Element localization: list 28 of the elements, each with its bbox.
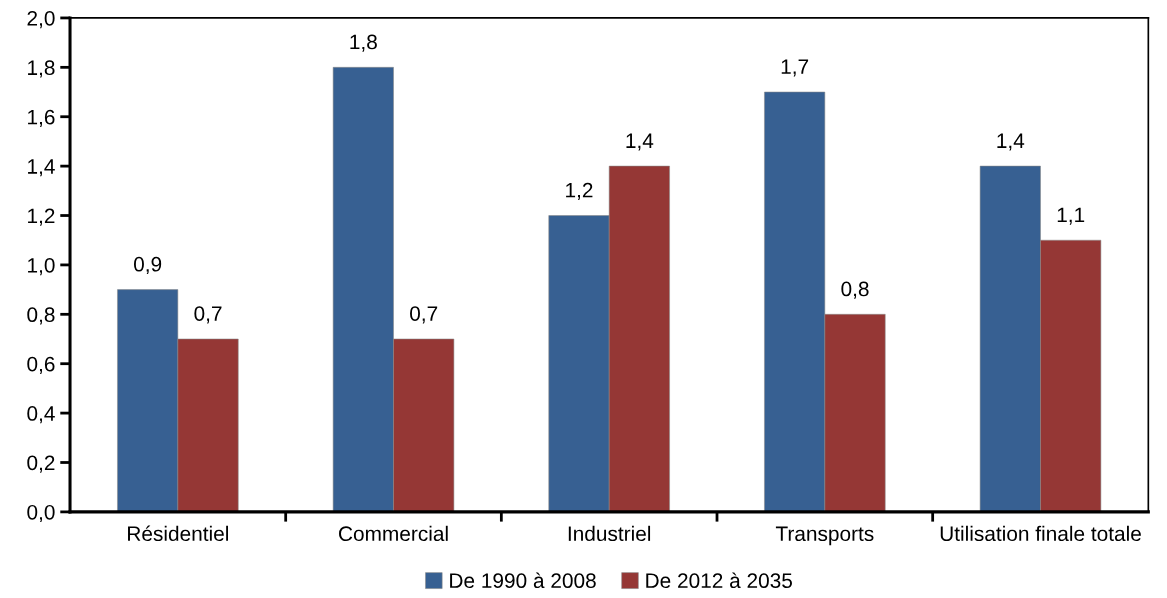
y-tick-label: 0,8 <box>27 307 55 325</box>
x-tick-label: Utilisation finale totale <box>940 525 1141 542</box>
y-tick-label: 2,0 <box>27 10 55 29</box>
x-tick-label: Résidentiel <box>128 525 228 542</box>
data-label: 0,7 <box>194 306 222 324</box>
data-label: 0,9 <box>133 256 162 275</box>
data-label: 0,7 <box>410 306 438 324</box>
x-tick-label: Industriel <box>568 525 651 542</box>
data-label: 1,4 <box>626 133 654 151</box>
x-tick-label: Transports <box>775 526 874 546</box>
y-tick-label: 0,6 <box>27 356 55 374</box>
y-tick-label: 1,6 <box>28 109 55 127</box>
x-tick-label: Commercial <box>339 525 448 542</box>
legend-label: De 2012 à 2035 <box>646 572 792 589</box>
data-label: 1,2 <box>566 182 593 200</box>
y-tick-label: 1,0 <box>28 257 55 276</box>
y-tick-label: 0,4 <box>27 406 55 424</box>
legend-label: De 1990 à 2008 <box>450 572 596 589</box>
data-label: 0,8 <box>841 281 869 299</box>
data-label: 1,1 <box>1057 207 1085 225</box>
data-label: 1,4 <box>997 133 1025 151</box>
y-tick-label: 1,4 <box>28 159 55 177</box>
data-label: 1,8 <box>350 34 377 52</box>
y-tick-label: 1,8 <box>28 60 55 78</box>
y-tick-label: 0,0 <box>27 504 55 523</box>
y-tick-label: 0,2 <box>27 455 55 473</box>
data-label: 1,7 <box>781 59 809 77</box>
y-tick-label: 1,2 <box>28 208 55 226</box>
